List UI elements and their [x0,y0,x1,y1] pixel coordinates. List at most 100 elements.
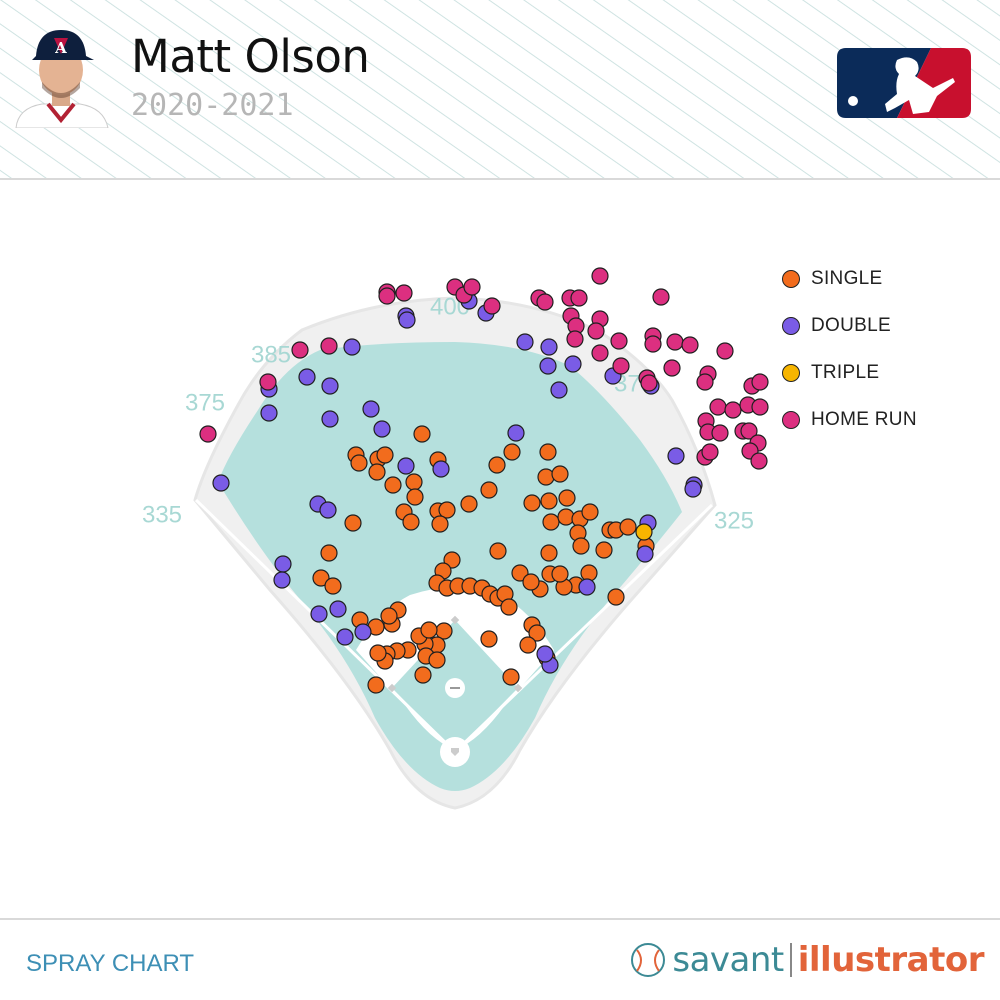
hit-point-home-run [740,422,758,440]
distance-marker-385: 385 [251,341,291,368]
hit-point-home-run [591,344,609,362]
legend-label-triple: TRIPLE [811,361,880,383]
hit-point-single [519,636,537,654]
hit-point-double [397,457,415,475]
distance-marker-375: 375 [185,389,225,416]
legend-label-home-run: HOME RUN [811,408,917,430]
hit-point-single [528,624,546,642]
distance-marker-335: 335 [142,501,182,528]
hit-point-home-run [701,443,719,461]
hit-point-single [540,492,558,510]
hit-point-single [428,651,446,669]
hit-point-home-run [644,335,662,353]
hit-point-double [336,628,354,646]
distance-marker-325: 325 [714,507,754,534]
hit-point-home-run [199,425,217,443]
hit-point-single [420,621,438,639]
hit-point-double [321,377,339,395]
legend-item-double: DOUBLE [782,302,917,349]
hit-point-single [405,473,423,491]
mlb-logo-icon [837,48,971,118]
hit-point-single [460,495,478,513]
hit-point-home-run [652,288,670,306]
hit-point-single [551,565,569,583]
pitchers-rubber [450,687,460,689]
hit-point-home-run [612,357,630,375]
hit-point-double [354,623,372,641]
foul-line-left [194,498,457,754]
hit-point-single [572,537,590,555]
hit-point-double [684,480,702,498]
legend-label-double: DOUBLE [811,314,891,336]
hit-point-single [312,569,330,587]
brand-savant: savant [672,940,784,980]
hit-point-single [595,541,613,559]
hit-point-home-run [610,332,628,350]
hit-point-double [432,460,450,478]
second-base [450,615,460,625]
hit-point-single [367,676,385,694]
hit-point-home-run [570,289,588,307]
hit-point-home-run [566,330,584,348]
hit-point-single [523,494,541,512]
hit-point-home-run [259,373,277,391]
hit-point-double [329,600,347,618]
hit-point-double [260,404,278,422]
hit-point-single [376,446,394,464]
hit-point-double [507,424,525,442]
hit-point-home-run [681,336,699,354]
hit-point-single [380,607,398,625]
footer: SPRAY CHART savant illustrator [0,918,1000,1000]
hit-point-single [320,544,338,562]
home-plate [451,748,459,756]
hit-point-single [480,630,498,648]
hit-point-single [438,501,456,519]
hit-point-home-run [696,373,714,391]
hit-point-double [564,355,582,373]
hit-point-home-run [483,297,501,315]
hit-point-single [488,456,506,474]
hit-point-single [607,588,625,606]
hit-point-single [537,468,555,486]
foul-line-right [453,503,714,754]
hit-point-home-run [320,337,338,355]
hit-point-single [502,668,520,686]
hit-point-double [343,338,361,356]
hit-point-single [368,463,386,481]
hit-point-single [431,515,449,533]
baseball-icon [631,943,666,977]
hit-point-double [321,410,339,428]
header-hatch-background [0,0,1000,178]
hit-point-home-run [640,374,658,392]
season-range: 2020-2021 [131,88,294,123]
hit-point-home-run [666,333,684,351]
hit-point-single [402,513,420,531]
hit-point-single [503,443,521,461]
hit-point-home-run [591,267,609,285]
hit-point-triple [635,523,653,541]
hit-point-home-run [587,322,605,340]
hit-point-double [578,578,596,596]
hit-point-home-run [751,373,769,391]
hit-point-home-run [291,341,309,359]
hit-point-home-run [536,293,554,311]
hit-point-single [324,577,342,595]
hit-point-double [319,501,337,519]
hit-point-single [489,542,507,560]
brand-illustrator: illustrator [797,940,985,980]
legend-item-triple: TRIPLE [782,349,917,396]
hit-point-single [581,503,599,521]
hit-point-double [373,420,391,438]
hit-point-single [542,513,560,531]
hit-point-single [558,489,576,507]
hit-point-double [536,645,554,663]
hit-point-double [398,311,416,329]
hit-point-home-run [378,287,396,305]
hit-point-double [298,368,316,386]
hit-point-double [550,381,568,399]
hit-point-single [619,518,637,536]
hit-point-double [539,357,557,375]
hit-point-double [310,605,328,623]
legend-swatch-single [782,269,800,288]
